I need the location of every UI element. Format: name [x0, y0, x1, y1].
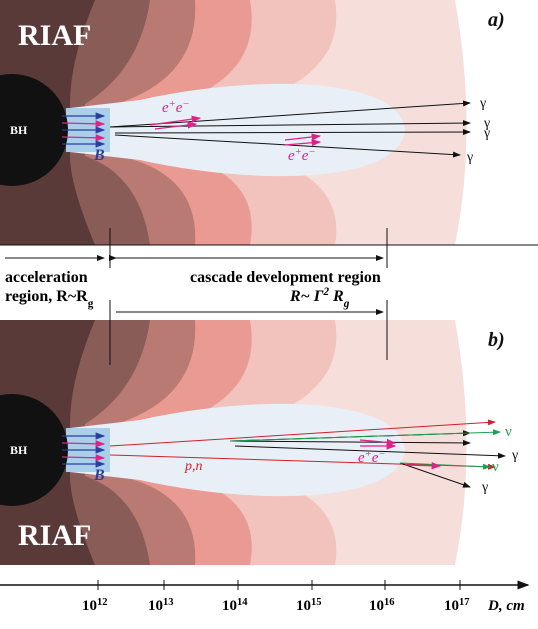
text-part: acceleration [5, 269, 88, 286]
text-part: γ [483, 126, 490, 141]
region-label: region, R~Rg [5, 288, 94, 310]
text-part: − [182, 99, 189, 110]
bh-label: BH [10, 123, 28, 137]
text-part: 13 [163, 597, 174, 608]
text-part: 17 [459, 597, 470, 608]
riaf-label: RIAF [18, 519, 91, 552]
region-label: R~ Γ2 Rg [289, 286, 350, 310]
text-part: 14 [237, 597, 248, 608]
text-part: γ [479, 96, 486, 111]
nucleon-label: p,n [184, 459, 203, 474]
photon-label: γ [511, 448, 518, 463]
photon-label: γ [481, 480, 488, 495]
text-part: BH [10, 443, 28, 457]
text-part: 12 [97, 597, 108, 608]
text-part: R~R [56, 288, 88, 305]
text-part: b) [488, 329, 505, 351]
text-part: + [295, 147, 302, 158]
field-label: B [93, 147, 105, 164]
text-part: B [93, 467, 105, 484]
text-part: 15 [311, 597, 322, 608]
text-part: γ [466, 150, 473, 165]
diagram: BHBRIAFa)e+e−e+e−γγγγaccelerationregion,… [0, 0, 538, 624]
text-part: B [93, 147, 105, 164]
text-part: − [378, 449, 385, 460]
riaf-label: RIAF [18, 19, 91, 52]
region-label: cascade development region [190, 269, 381, 286]
region-label: acceleration [5, 269, 88, 286]
text-part: g [343, 298, 350, 310]
text-part: RIAF [18, 19, 91, 52]
text-part: region, [5, 288, 56, 305]
photon-label: γ [466, 150, 473, 165]
text-part: γ [511, 448, 518, 463]
text-part: cascade development region [190, 269, 381, 286]
photon-label: γ [483, 126, 490, 141]
bh-label: BH [10, 443, 28, 457]
text-part: BH [10, 123, 28, 137]
text-part: R [329, 288, 344, 305]
panel-label: b) [488, 329, 505, 351]
neutrino-label: ν [492, 459, 499, 475]
field-label: B [93, 467, 105, 484]
axis-label: D, cm [487, 598, 525, 614]
axis-tick-label: 1016 [369, 597, 395, 615]
text-part: RIAF [18, 519, 91, 552]
photon-label: γ [479, 96, 486, 111]
text-part: 10 [82, 598, 97, 614]
text-part: p,n [184, 459, 203, 474]
text-part: + [365, 449, 372, 460]
axis-tick-label: 1017 [444, 597, 470, 615]
text-part: R~ Γ [289, 288, 324, 305]
panel-label: a) [488, 9, 505, 31]
text-part: γ [481, 480, 488, 495]
text-part: + [169, 99, 176, 110]
axis-tick-label: 1012 [82, 597, 108, 615]
text-part: 10 [148, 598, 163, 614]
axis-tick-label: 1013 [148, 597, 174, 615]
text-part: a) [488, 9, 505, 31]
text-part: − [308, 147, 315, 158]
neutrino-label: ν [505, 424, 512, 440]
text-part: 16 [384, 597, 395, 608]
text-part: ν [492, 459, 499, 475]
text-part: 10 [369, 598, 384, 614]
text-part: ν [505, 424, 512, 440]
axis-tick-label: 1015 [296, 597, 322, 615]
axis-tick-label: 1014 [222, 597, 248, 615]
text-part: 10 [296, 598, 311, 614]
text-part: 10 [222, 598, 237, 614]
text-part: 10 [444, 598, 459, 614]
text-part: D, cm [487, 598, 525, 614]
text-part: g [88, 298, 94, 310]
